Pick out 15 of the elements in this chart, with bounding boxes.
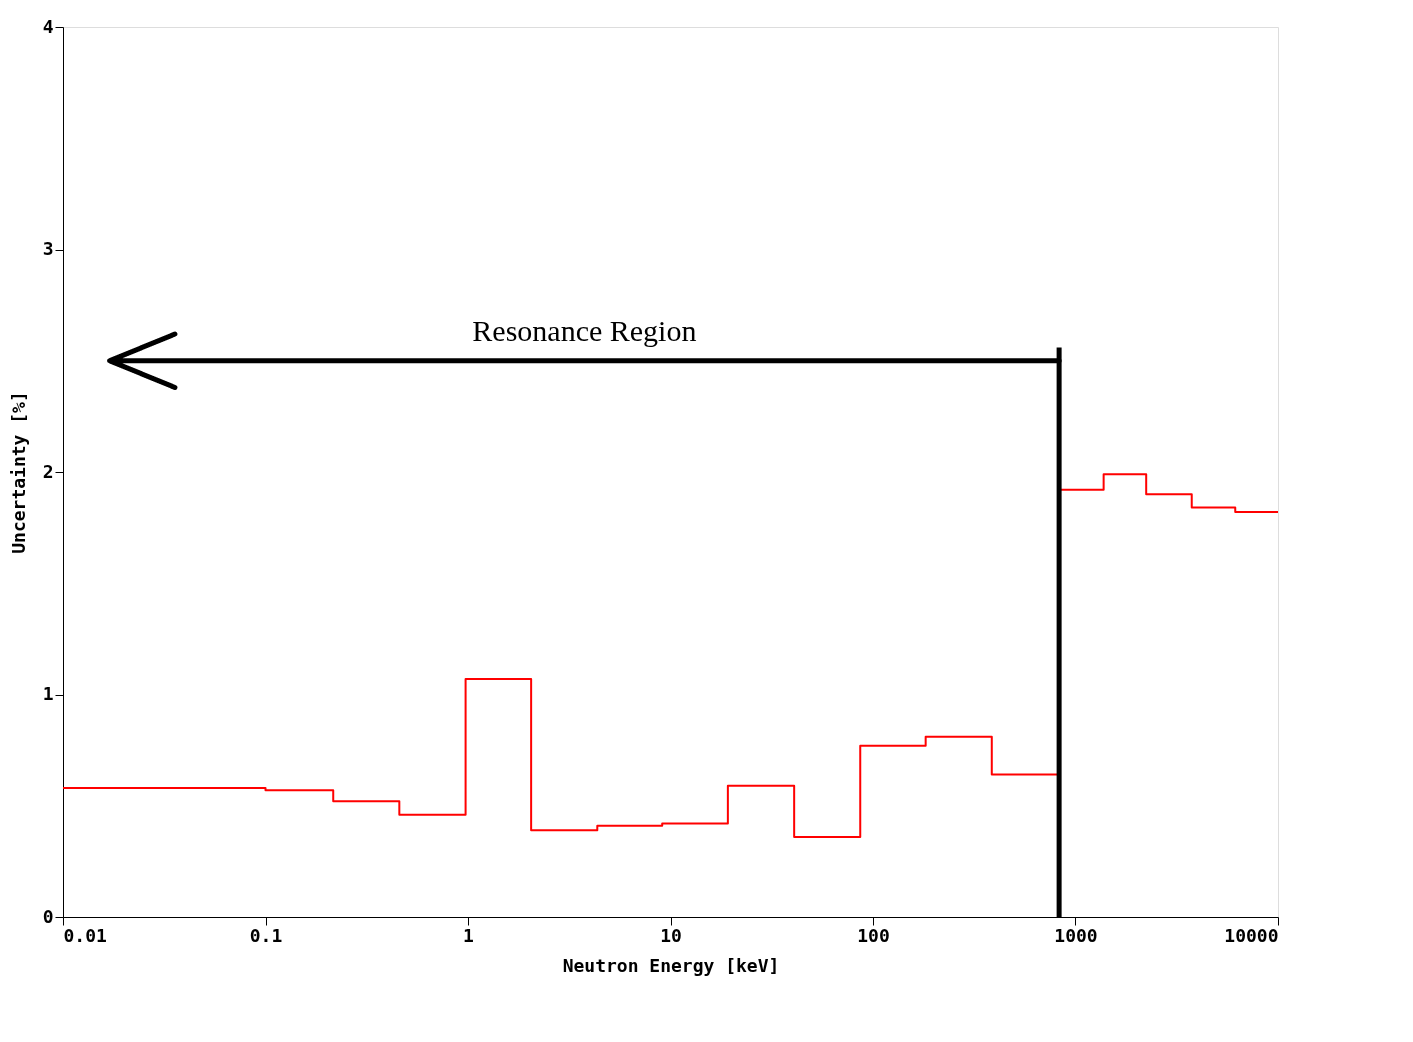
- y-tick-label: 2: [42, 460, 54, 482]
- x-tick-label: 100: [857, 924, 890, 946]
- x-tick-label: 1000: [1054, 924, 1098, 946]
- ref-line-label: Resonance Region: [472, 313, 697, 347]
- x-tick-label: 10: [660, 924, 682, 946]
- y-tick-label: 4: [42, 15, 54, 37]
- y-axis-title: Uncertainty [%]: [7, 391, 29, 554]
- x-tick-label: 1: [463, 924, 474, 946]
- y-tick-label: 1: [42, 683, 54, 704]
- y-tick-label: 0: [42, 905, 54, 927]
- x-tick-label: 10000: [1224, 924, 1279, 946]
- x-tick-label: 0.01: [63, 924, 107, 946]
- x-axis-title: Neutron Energy [keV]: [562, 954, 780, 976]
- y-tick-label: 3: [42, 238, 54, 259]
- x-tick-label: 0.1: [249, 924, 283, 946]
